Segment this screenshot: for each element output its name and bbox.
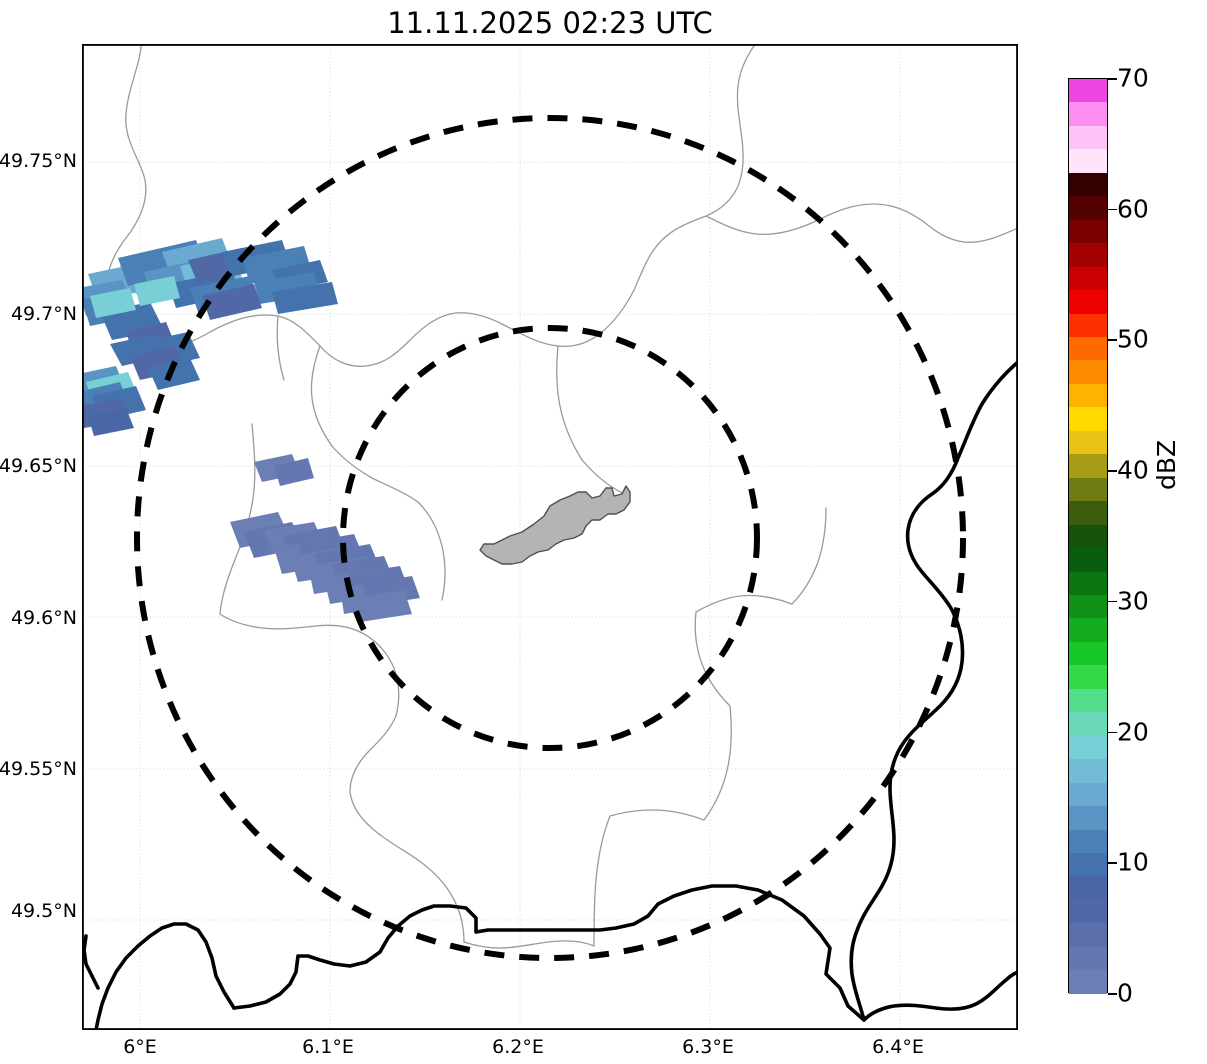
y-tick-label-3: 49.6°N xyxy=(10,607,77,629)
colorbar-band xyxy=(1069,454,1107,478)
colorbar-band xyxy=(1069,548,1107,572)
colorbar-tick-label: 20 xyxy=(1117,717,1149,747)
colorbar-tick-mark xyxy=(1108,600,1117,603)
city-area xyxy=(479,485,631,565)
colorbar-tick-mark xyxy=(1108,862,1117,864)
colorbar-band xyxy=(1069,618,1107,642)
colorbar-tick-mark xyxy=(1108,993,1117,995)
colorbar-band xyxy=(1069,524,1107,549)
colorbar xyxy=(1068,78,1108,994)
map-canvas xyxy=(82,44,1018,1030)
colorbar-band xyxy=(1069,290,1107,314)
x-tick-label-1: 6.1°E xyxy=(302,1036,354,1058)
colorbar-tick-label: 50 xyxy=(1117,324,1149,354)
colorbar-tick-label: 30 xyxy=(1117,586,1149,616)
y-tick-label-4: 49.55°N xyxy=(0,758,77,780)
admin-boundaries xyxy=(105,44,1018,949)
range-ring-16km xyxy=(134,115,966,961)
colorbar-band xyxy=(1069,782,1107,807)
colorbar-band xyxy=(1069,501,1107,525)
colorbar-band xyxy=(1069,759,1107,783)
colorbar-band xyxy=(1069,970,1107,994)
colorbar-tick-label: 40 xyxy=(1117,455,1149,485)
colorbar-tick-label: 70 xyxy=(1117,63,1149,93)
colorbar-band xyxy=(1069,79,1107,103)
colorbar-band xyxy=(1069,149,1107,173)
plot-border xyxy=(82,44,1018,1030)
colorbar-band xyxy=(1069,383,1107,408)
colorbar-band xyxy=(1069,196,1107,220)
colorbar-band xyxy=(1069,125,1107,150)
colorbar-band xyxy=(1069,665,1107,689)
colorbar-band xyxy=(1069,571,1107,595)
y-tick-label-0: 49.75°N xyxy=(0,150,77,172)
colorbar-band xyxy=(1069,266,1107,291)
colorbar-band xyxy=(1069,712,1107,736)
y-tick-label-2: 49.65°N xyxy=(0,455,77,477)
colorbar-band xyxy=(1069,735,1107,760)
colorbar-band xyxy=(1069,594,1107,619)
colorbar-band xyxy=(1069,852,1107,877)
y-tick-label-5: 49.5°N xyxy=(10,900,77,922)
colorbar-band xyxy=(1069,430,1107,455)
colorbar-tick-label: 10 xyxy=(1117,847,1149,877)
range-rings xyxy=(134,115,966,961)
colorbar-band xyxy=(1069,219,1107,244)
colorbar-band xyxy=(1069,876,1107,900)
colorbar-tick-mark xyxy=(1108,208,1117,211)
colorbar-band xyxy=(1069,688,1107,713)
colorbar-band xyxy=(1069,477,1107,502)
colorbar-band xyxy=(1069,172,1107,197)
x-tick-label-0: 6°E xyxy=(123,1036,157,1058)
colorbar-band xyxy=(1069,923,1107,947)
colorbar-tick-label: 0 xyxy=(1117,978,1133,1008)
map-plot-area xyxy=(82,44,1018,1030)
colorbar-band xyxy=(1069,407,1107,431)
colorbar-tick-mark xyxy=(1108,470,1117,472)
colorbar-band xyxy=(1069,899,1107,924)
colorbar-band xyxy=(1069,102,1107,126)
page-title: 11.11.2025 02:23 UTC xyxy=(387,6,713,40)
x-tick-label-4: 6.4°E xyxy=(872,1036,924,1058)
range-ring-8km xyxy=(340,325,760,751)
y-tick-label-1: 49.7°N xyxy=(10,303,77,325)
colorbar-band xyxy=(1069,360,1107,384)
colorbar-gradient xyxy=(1068,78,1108,994)
x-tick-label-3: 6.3°E xyxy=(682,1036,734,1058)
colorbar-tick-mark xyxy=(1108,731,1117,734)
colorbar-tick-mark xyxy=(1108,339,1117,342)
colorbar-band xyxy=(1069,641,1107,666)
colorbar-band xyxy=(1069,829,1107,853)
colorbar-band xyxy=(1069,946,1107,971)
colorbar-band xyxy=(1069,243,1107,267)
colorbar-band xyxy=(1069,806,1107,830)
colorbar-band xyxy=(1069,313,1107,337)
colorbar-tick-mark xyxy=(1108,78,1117,80)
x-tick-label-2: 6.2°E xyxy=(492,1036,544,1058)
colorbar-band xyxy=(1069,336,1107,361)
colorbar-tick-label: 60 xyxy=(1117,194,1149,224)
colorbar-axis-label: dBZ xyxy=(1152,439,1181,490)
